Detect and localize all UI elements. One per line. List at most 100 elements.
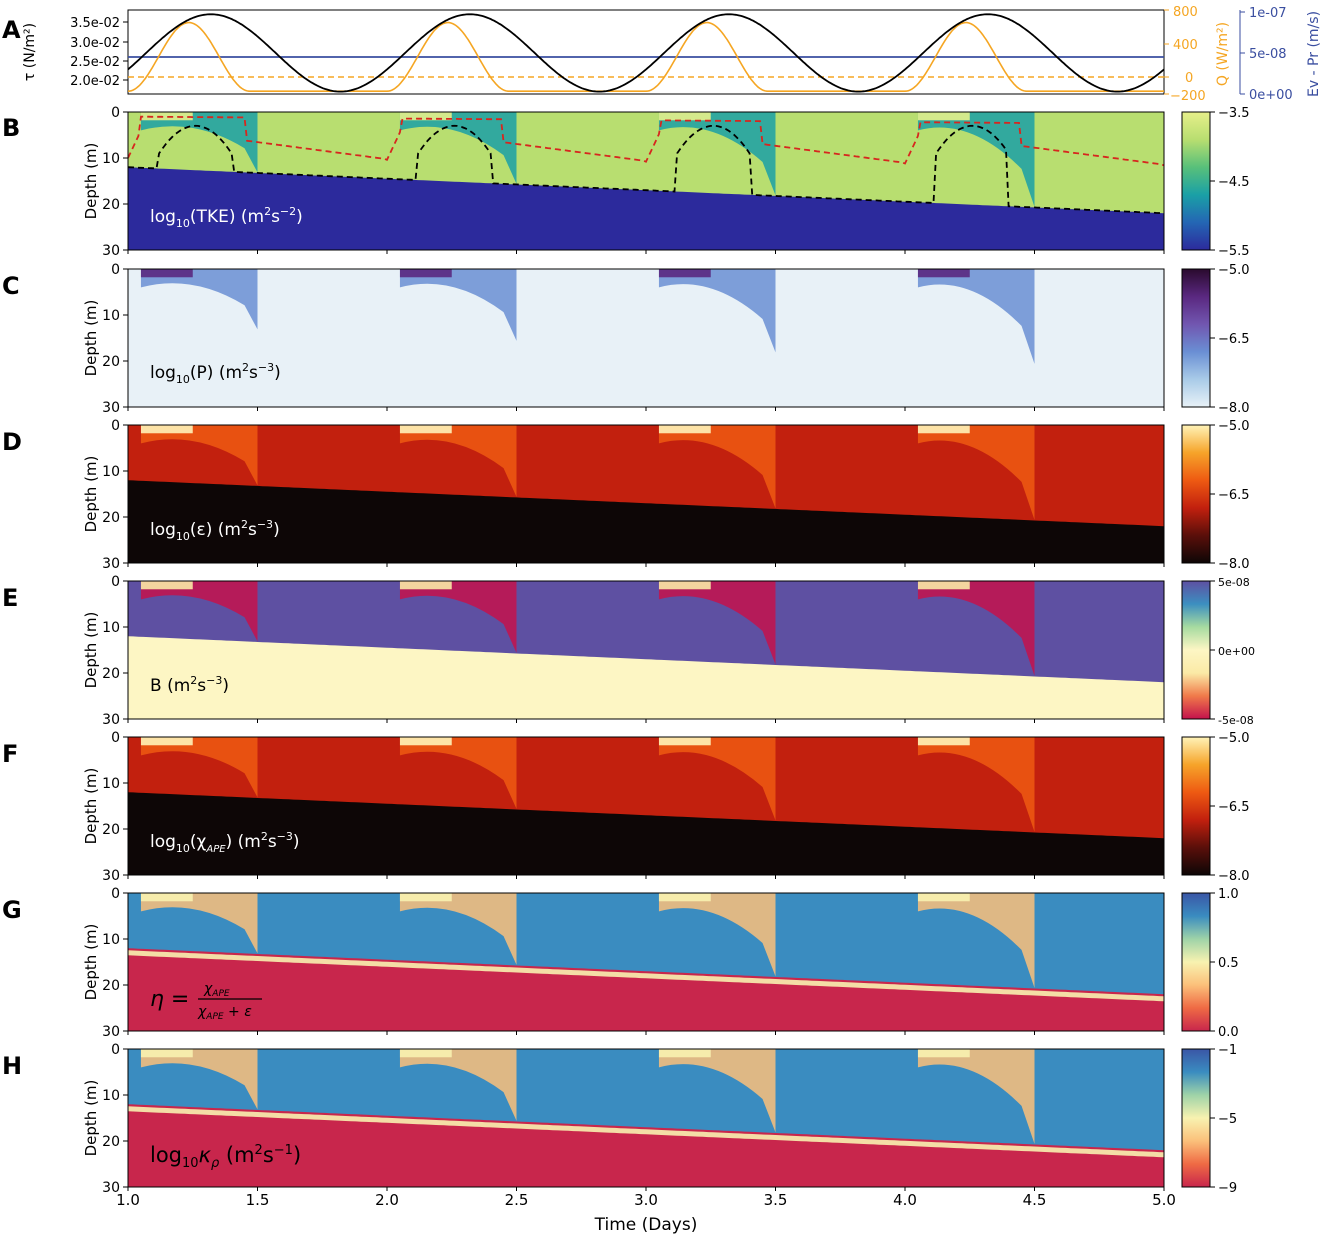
panel-f-field [128, 737, 1164, 875]
panel-letter-e: E [2, 584, 18, 612]
panel-e-day-4-wedge [917, 581, 1035, 676]
panel-f-ytick-label: 0 [111, 730, 120, 746]
panel-a-left-axis: 3.5e-02 3.0e-02 2.5e-02 2.0e-02 [70, 16, 128, 89]
panel-a-q-axis: 800 400 0 −200 [1164, 5, 1206, 104]
panel-letter-f: F [2, 740, 18, 768]
panel-h-ytick-label: 0 [111, 1042, 120, 1058]
a-q-tick-1: 400 [1173, 38, 1198, 53]
panel-d-day-2-surface [399, 425, 452, 434]
a-heatflux-line [127, 21, 1164, 92]
panel-g-colorbar-label: 0.5 [1218, 956, 1239, 971]
a-left-axis-label: τ (N/m²) [22, 23, 38, 81]
panel-f-ylabel: Depth (m) [82, 768, 100, 845]
panel-c-day-2-wedge [399, 269, 517, 341]
panel-g-day-4-surface [917, 893, 970, 902]
panel-b-day-4-wedge [917, 112, 1035, 207]
panel-g-day-1-wedge [140, 893, 258, 954]
panel-b-ylabel: Depth (m) [82, 143, 100, 220]
panel-c-ytick-label: 10 [102, 308, 120, 324]
panel-d-ytick-label: 30 [102, 556, 120, 572]
panel-h-mixed-layer [128, 1049, 1164, 1151]
panel-b-colorbar-label: −4.5 [1218, 175, 1250, 190]
panel-d-day-4-surface [917, 425, 970, 434]
x-axis: 1.0 1.5 2.0 2.5 3.0 3.5 4.0 4.5 5.0 [116, 1191, 1176, 1209]
panel-f-day-3-surface [658, 737, 711, 746]
panel-e-day-3-surface [658, 581, 711, 590]
panel-c-day-3-surface [658, 269, 711, 278]
panel-d-colorbar-label: −5.0 [1218, 419, 1250, 434]
panel-c-day-4-surface [917, 269, 970, 278]
panel-d-ytick-label: 0 [111, 418, 120, 434]
x-tick-label: 5.0 [1152, 1191, 1176, 1209]
panel-g-denominator: χAPE + ε [197, 1004, 252, 1022]
panel-d-day-1-surface [140, 425, 193, 434]
panel-g-day-3-surface [658, 893, 711, 902]
panel-g-day-2-wedge [399, 893, 517, 965]
a-q-tick-3: −200 [1170, 89, 1206, 104]
panel-f-ytick-label: 30 [102, 868, 120, 884]
panel-b-heatmap: 0 10 20 30 Depth (m) −3.5 −4.5 −5.5 [82, 105, 1250, 259]
panel-b-colorbar-label: −3.5 [1218, 106, 1250, 121]
panel-h-heatmap: 0 10 20 30 Depth (m) −1 −5 −9 [82, 1042, 1237, 1196]
panel-b-red-dashed-line [128, 115, 1164, 167]
panel-e-ylabel: Depth (m) [82, 612, 100, 689]
panel-d-heatmap: 0 10 20 30 Depth (m) −5.0 −6.5 −8.0 [82, 418, 1250, 572]
panel-f-day-1-wedge [140, 737, 258, 798]
panel-c-ytick-label: 30 [102, 400, 120, 416]
panel-c-colorbar-label: −5.0 [1218, 263, 1250, 278]
panel-e-day-1-wedge [140, 581, 258, 642]
panel-f-colorbar-label: −8.0 [1218, 869, 1250, 884]
panel-e-heatmap: 0 10 20 30 Depth (m) 5e-08 0e+00 -5e-08 [82, 574, 1255, 728]
panel-g-eta: η = [150, 987, 189, 1012]
panel-h-ytick-label: 20 [102, 1134, 120, 1150]
panel-d-annotation: log10(ε) (m2s−3) [150, 518, 280, 543]
panel-h-thermocline-band [128, 1106, 1164, 1158]
panel-g-field [128, 893, 1164, 1031]
panel-h-day-1-surface [140, 1049, 193, 1058]
panel-g-day-2-surface [399, 893, 452, 902]
panel-e-ytick-label: 10 [102, 620, 120, 636]
panel-b-day-1-surface [140, 112, 193, 121]
panel-c-day-2-surface [399, 269, 452, 278]
panel-f-day-1-surface [140, 737, 193, 746]
a-evpr-axis-label: Ev - Pr (m/s) [1306, 11, 1322, 97]
panel-c-colorbar-label: −8.0 [1218, 401, 1250, 416]
panel-e-ytick-label: 30 [102, 712, 120, 728]
panel-e-ytick-label: 0 [111, 574, 120, 590]
panel-c-colorbar [1181, 268, 1211, 408]
a-q-axis-label: Q (W/m²) [1215, 22, 1231, 86]
panel-b-ytick-label: 20 [102, 197, 120, 213]
panel-b-black-dashed-line [128, 124, 1164, 215]
panel-c-colorbar-label: −6.5 [1218, 332, 1250, 347]
panel-letter-d: D [2, 428, 22, 456]
panel-c-day-4-wedge [917, 269, 1035, 364]
panel-g-day-3-wedge [658, 893, 776, 977]
panel-a-series [127, 13, 1165, 93]
x-tick-label: 3.0 [634, 1191, 658, 1209]
panel-b-day-4-surface [917, 112, 970, 121]
panel-e-day-2-surface [399, 581, 452, 590]
x-tick-label: 2.5 [505, 1191, 529, 1209]
panel-g-annotation: η = χAPE χAPE + ε [150, 981, 262, 1022]
a-left-tick-1: 3.0e-02 [70, 36, 120, 51]
panel-c-field [128, 269, 1164, 407]
a-left-tick-3: 2.0e-02 [70, 74, 120, 89]
panel-c-day-1-surface [140, 269, 193, 278]
panel-e-day-1-surface [140, 581, 193, 590]
panel-c-day-1-wedge [140, 269, 258, 330]
panel-b-day-3-wedge [658, 112, 776, 196]
panel-b-day-2-surface [399, 112, 452, 121]
a-left-tick-0: 3.5e-02 [70, 16, 120, 31]
panel-d-day-1-wedge [140, 425, 258, 486]
panel-f-colorbar-label: −6.5 [1218, 800, 1250, 815]
a-evpr-tick-2: 0e+00 [1249, 88, 1293, 103]
a-evpr-tick-1: 5e-08 [1249, 47, 1287, 62]
a-q-tick-0: 800 [1173, 5, 1198, 20]
panel-b-field [128, 112, 1164, 250]
panel-h-day-2-surface [399, 1049, 452, 1058]
panel-f-colorbar-label: −5.0 [1218, 731, 1250, 746]
panel-letter-h: H [2, 1052, 22, 1080]
panel-h-colorbar [1181, 1048, 1211, 1188]
panel-f-heatmap: 0 10 20 30 Depth (m) −5.0 −6.5 −8.0 [82, 730, 1250, 884]
panel-e-colorbar [1181, 580, 1211, 720]
